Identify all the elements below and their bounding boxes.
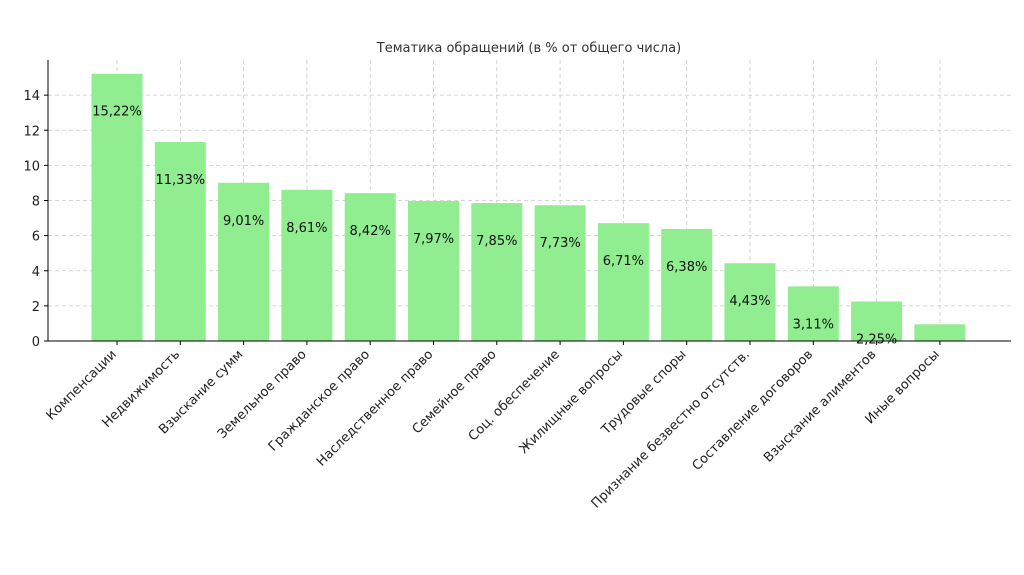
x-tick-label: Взыскание алиментов [761,347,879,465]
y-tick-label: 0 [32,335,40,350]
bar [154,142,206,341]
data-label: 7,85% [476,234,517,249]
bar [91,73,143,341]
bar [661,228,713,341]
data-label: 6,71% [603,254,644,269]
data-label: 3,11% [793,317,834,332]
bar [344,193,396,341]
data-label: 8,42% [350,224,391,239]
data-label: 9,01% [223,214,264,229]
bar [408,201,459,341]
y-tick-label: 10 [23,159,40,174]
data-label: 11,33% [156,173,206,188]
y-axis-ticks: 0 2 4 6 8 10 12 14 [23,89,48,350]
bar [281,189,333,341]
data-label: 4,43% [729,294,770,309]
y-tick-label: 14 [23,89,40,104]
bar [724,263,776,341]
bar [471,203,523,341]
data-label: 15,22% [92,105,142,120]
bar [597,223,649,341]
bar [218,182,270,341]
x-tick-label: Жилищные вопросы [517,347,627,457]
data-label: 2,25% [856,332,897,347]
y-tick-label: 4 [32,265,40,280]
data-label: 7,73% [539,236,580,251]
bars [91,73,966,341]
x-tick-label: Наследственное право [314,347,436,469]
data-labels: 15,22% 11,33% 9,01% 8,61% 8,42% 7,97% 7,85% 7,7… [92,105,897,348]
data-label: 8,61% [286,221,327,236]
bar [851,301,903,341]
data-label: 7,97% [413,232,454,247]
bar [787,286,839,341]
y-tick-label: 6 [32,230,40,245]
x-tick-label: Составление договоров [690,347,817,474]
bar [534,205,586,341]
data-label: 6,38% [666,260,707,275]
y-tick-label: 12 [23,124,40,139]
y-tick-label: 8 [32,195,40,210]
chart-title: Тематика обращений (в % от общего числа) [376,41,681,56]
bar [914,324,966,341]
y-tick-label: 2 [32,300,40,315]
